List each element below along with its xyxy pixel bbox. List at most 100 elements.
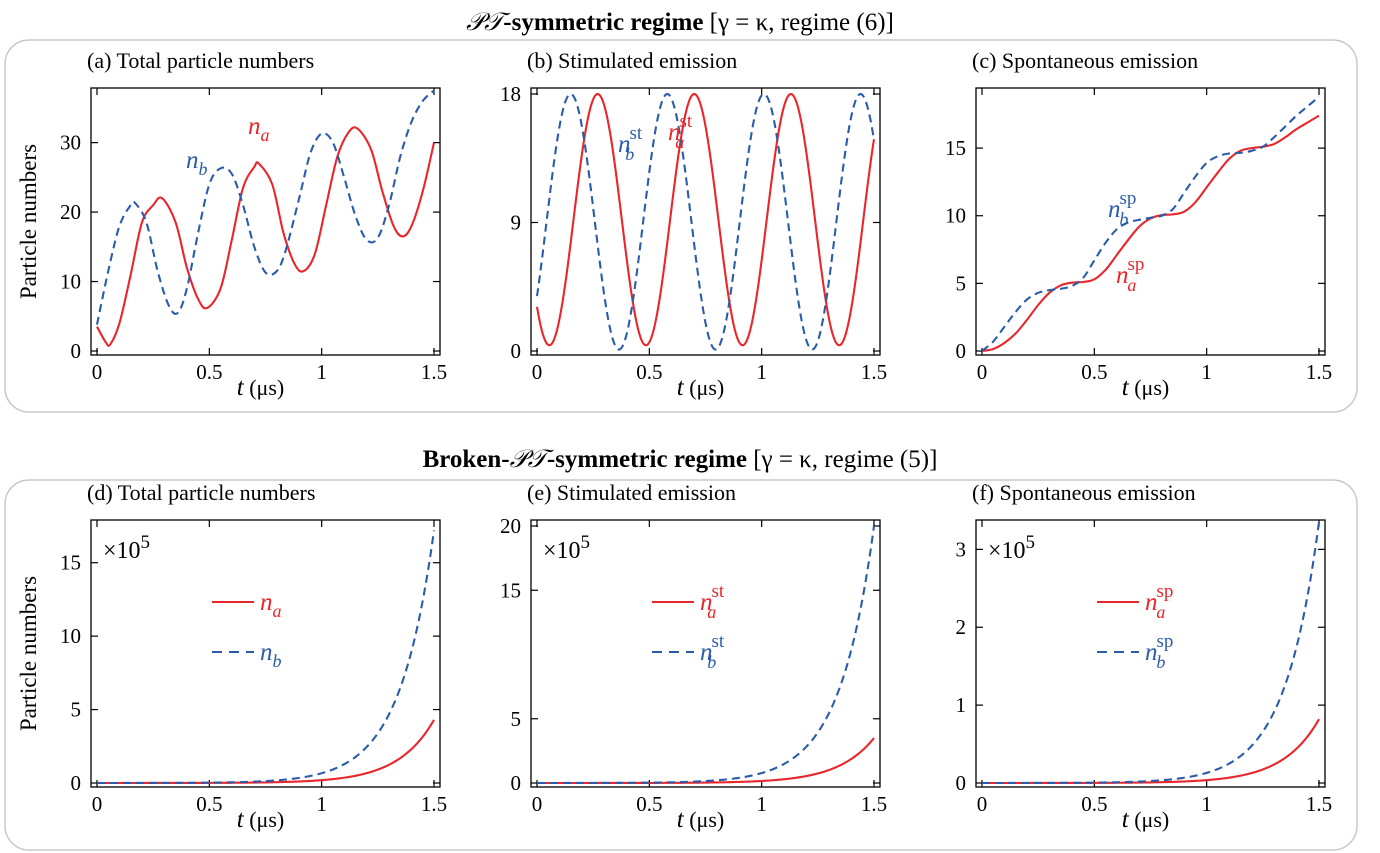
y-tick-label: 15 <box>60 551 81 575</box>
chart-panel-b: 0 0.5 1 1.5 0 9 18(b) Stimulated emission t (μs… <box>500 48 887 401</box>
series-line-a <box>97 719 435 785</box>
y-tick-label: 5 <box>71 698 82 722</box>
y-axis-label: Particle numbers <box>16 144 41 299</box>
series-line-a <box>982 718 1320 785</box>
chart-panel-f: 0 0.5 1 1.5 0 1 2 3 (f) Spontaneous emission t (μ… <box>956 480 1333 833</box>
x-tick-label: 0 <box>92 360 103 384</box>
x-tick-label: 0.5 <box>1081 792 1107 816</box>
panel-title: (f) Spontaneous emission <box>972 480 1196 505</box>
x-tick-label: 1 <box>1201 360 1212 384</box>
top-title-rest: [γ = κ, regime (6)] <box>703 9 893 36</box>
x-axis-label: t (μs) <box>1122 374 1169 401</box>
x-tick-label: 0 <box>977 792 988 816</box>
x-tick-label: 1 <box>316 792 327 816</box>
y-tick-label: 2 <box>956 615 967 639</box>
y-tick-label: 0 <box>71 771 82 795</box>
y-tick-label: 18 <box>500 82 521 106</box>
x-tick-label: 1 <box>1201 792 1212 816</box>
x-axis-label: t (μs) <box>237 806 284 833</box>
x-tick-label: 1.5 <box>1306 792 1332 816</box>
x-tick-label: 0.5 <box>1081 360 1107 384</box>
x-tick-label: 0 <box>92 792 103 816</box>
x-axis-label: t (μs) <box>677 806 724 833</box>
y-tick-label: 1 <box>956 693 967 717</box>
y-tick-label: 5 <box>511 707 522 731</box>
legend-label-b: nst b <box>700 631 725 672</box>
top-title-bold: -symmetric regime <box>503 9 703 36</box>
x-tick-label: 1.5 <box>861 360 887 384</box>
series-line-a <box>535 92 876 347</box>
y-tick-label: 10 <box>60 270 81 294</box>
x-axis-label: t (μs) <box>677 374 724 401</box>
series-label-b: nsp b <box>1108 188 1136 229</box>
plot-frame <box>975 87 1326 356</box>
panel-title: (a) Total particle numbers <box>87 48 314 73</box>
panel-title: (c) Spontaneous emission <box>972 48 1198 73</box>
y-multiplier: ×105 <box>543 532 590 564</box>
y-tick-label: 0 <box>511 771 522 795</box>
x-tick-label: 0 <box>532 360 543 384</box>
y-tick-label: 10 <box>945 204 966 228</box>
series-label-a: na <box>248 113 270 145</box>
bottom-section-title: Broken-𝒫𝒯-symmetric regime [γ = κ, regim… <box>423 446 938 473</box>
series-line-b <box>535 92 876 351</box>
panel-title: (b) Stimulated emission <box>527 48 737 73</box>
y-tick-label: 3 <box>956 537 967 561</box>
y-tick-label: 0 <box>956 771 967 795</box>
plot-frame <box>90 519 441 788</box>
legend-label-a: nst a <box>700 581 725 622</box>
series-label-b: nb <box>186 147 208 179</box>
series-line-b <box>537 525 876 785</box>
x-tick-label: 1 <box>756 360 767 384</box>
x-tick-label: 1.5 <box>421 360 447 384</box>
series-line-b <box>95 89 435 325</box>
bottom-section-frame <box>4 479 1358 851</box>
series-label-a: nst a <box>668 111 693 152</box>
top-section-title: 𝒫𝒯-symmetric regime [γ = κ, regime (6)] <box>466 9 894 36</box>
x-tick-label: 1.5 <box>421 792 447 816</box>
top-section-frame <box>4 39 1358 413</box>
chart-panel-e: 0 0.5 1 1.5 0 5 15 20(e) Stimulated emission t (… <box>500 480 887 833</box>
x-tick-label: 1 <box>316 360 327 384</box>
series-line-a <box>96 126 436 347</box>
y-tick-label: 15 <box>945 136 966 160</box>
x-tick-label: 0.5 <box>636 360 662 384</box>
legend-label-b: nb <box>260 639 282 671</box>
legend-label-a: nsp a <box>1145 581 1173 622</box>
bottom-title-rest: [γ = κ, regime (5)] <box>747 446 937 473</box>
bottom-title-prefix: Broken- <box>423 446 510 473</box>
x-tick-label: 0.5 <box>636 792 662 816</box>
panel-title: (e) Stimulated emission <box>527 480 736 505</box>
x-tick-label: 0 <box>532 792 543 816</box>
x-tick-label: 0.5 <box>196 360 222 384</box>
series-line-b <box>981 95 1320 352</box>
y-tick-label: 0 <box>956 339 967 363</box>
x-tick-label: 1.5 <box>861 792 887 816</box>
y-tick-label: 20 <box>500 514 521 538</box>
legend-label-a: na <box>260 589 282 621</box>
y-tick-label: 30 <box>60 131 81 155</box>
series-label-b: nst b <box>618 123 643 164</box>
chart-panel-a: 0 0.5 1 1.5 0 10 20 30 (a) Total particle number… <box>16 48 447 401</box>
series-line-b <box>982 521 1321 785</box>
x-axis-label: t (μs) <box>1122 806 1169 833</box>
y-multiplier: ×105 <box>103 532 150 564</box>
series-line-a <box>537 737 875 785</box>
legend-label-b: nsp b <box>1145 631 1173 672</box>
y-tick-label: 9 <box>511 211 522 235</box>
plot-frame <box>530 87 881 356</box>
x-tick-label: 0 <box>977 360 988 384</box>
plot-frame <box>530 519 881 788</box>
y-tick-label: 10 <box>60 624 81 648</box>
x-tick-label: 1 <box>756 792 767 816</box>
series-label-a: nsp a <box>1116 254 1144 295</box>
y-tick-label: 0 <box>511 339 522 363</box>
chart-panel-c: 0 0.5 1 1.5 0 5 10 15 (c) Spontaneous emission t … <box>945 48 1332 401</box>
x-tick-label: 1.5 <box>1306 360 1332 384</box>
chart-panel-d: 0 0.5 1 1.5 0 5 10 15 (d) Total particle numbers… <box>16 480 447 833</box>
series-line-b <box>97 530 436 785</box>
bottom-title-bold: -symmetric regime <box>547 446 747 473</box>
y-tick-label: 15 <box>500 578 521 602</box>
plot-frame <box>975 519 1326 788</box>
